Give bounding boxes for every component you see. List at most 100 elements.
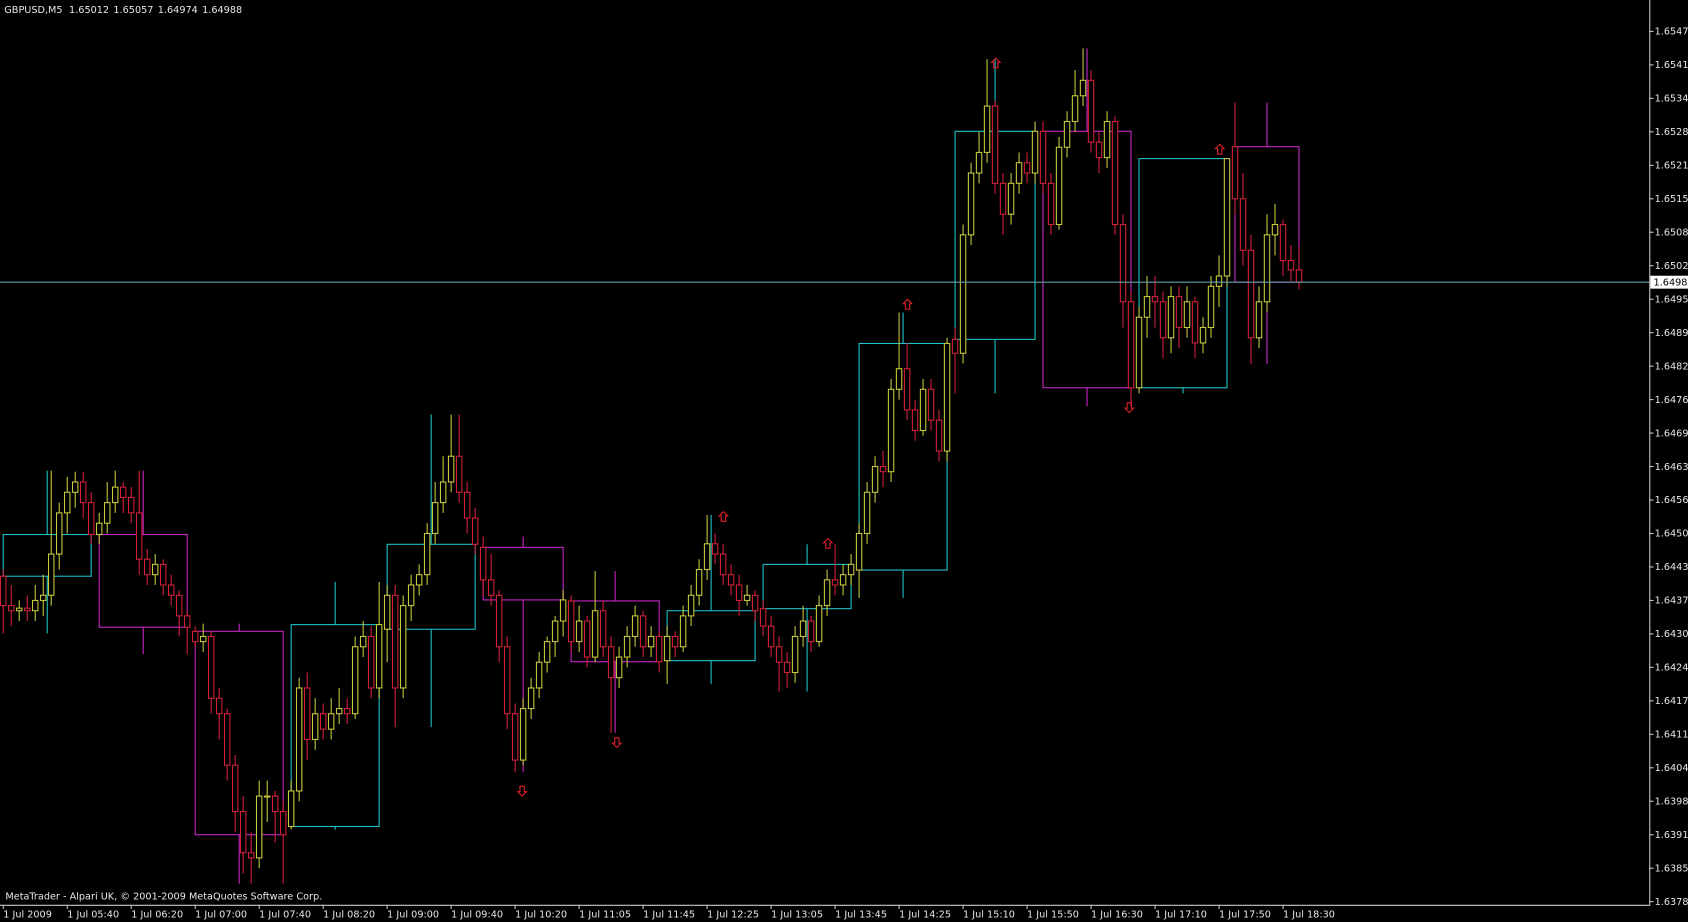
y-tick-label: 1.64955 — [1655, 294, 1688, 305]
candle-body — [255, 795, 263, 859]
candle-body — [951, 338, 959, 354]
y-tick-label: 1.63915 — [1655, 830, 1688, 841]
candle-body — [1015, 162, 1023, 184]
y-tick-label: 1.64890 — [1655, 328, 1688, 339]
candle-body — [359, 635, 367, 648]
y-tick-label: 1.63980 — [1655, 796, 1688, 807]
candle-body — [335, 708, 343, 715]
bid-label: 1.64988 — [1654, 277, 1688, 288]
candle-body — [855, 532, 863, 571]
candle-body — [1175, 296, 1183, 329]
y-tick-label: 1.63785 — [1655, 897, 1688, 908]
y-tick-label: 1.63850 — [1655, 863, 1688, 874]
y-tick-label: 1.65215 — [1655, 161, 1688, 172]
candle-body — [543, 641, 551, 663]
y-tick-label: 1.64760 — [1655, 395, 1688, 406]
candle-body — [1127, 301, 1135, 389]
candle-body — [1007, 182, 1015, 215]
candle-body — [439, 481, 447, 504]
fractal-down — [516, 785, 528, 797]
candle-body — [671, 635, 679, 648]
y-tick-label: 1.64695 — [1655, 428, 1688, 439]
y-tick-label: 1.65085 — [1655, 227, 1688, 238]
candle-body — [839, 574, 847, 586]
candle-body — [463, 491, 471, 519]
fractal-up — [717, 510, 730, 522]
candle-body — [1287, 260, 1295, 271]
copyright: MetaTrader - Alpari UK, © 2001-2009 Meta… — [5, 891, 322, 902]
candle-body — [167, 584, 175, 596]
x-tick-label: 1 Jul 09:00 — [387, 910, 439, 921]
candle-body — [815, 605, 823, 643]
candle-body — [63, 491, 71, 514]
candle-body — [1279, 223, 1287, 262]
candle-body — [319, 713, 327, 730]
x-tick-label: 1 Jul 09:40 — [451, 910, 503, 921]
candle-body — [943, 342, 951, 452]
candle-body — [1143, 296, 1151, 318]
candle-body — [719, 553, 727, 576]
candle-body — [231, 764, 239, 813]
candle-body — [583, 620, 591, 658]
candle-body — [791, 635, 799, 674]
candle-body — [191, 630, 199, 643]
candle-body — [303, 687, 311, 741]
candle-body — [1119, 223, 1127, 303]
candle-body — [1183, 301, 1191, 329]
candle-body — [311, 713, 319, 741]
candle-body — [71, 481, 79, 493]
x-tick-label: 1 Jul 07:40 — [259, 910, 311, 921]
fractal-down — [611, 737, 623, 749]
candle-body — [527, 687, 535, 710]
candle-body — [1191, 301, 1199, 344]
candle-body — [831, 579, 839, 586]
candle-body — [55, 512, 63, 555]
x-tick-label: 1 Jul 05:40 — [67, 910, 119, 921]
candle-body — [1055, 146, 1063, 226]
candle-body — [1255, 301, 1263, 339]
candle-body — [119, 486, 127, 498]
y-tick-label: 1.64565 — [1655, 495, 1688, 506]
candle-body — [487, 579, 495, 596]
candle-body — [1271, 223, 1279, 236]
candle-body — [455, 455, 463, 493]
candle-body — [679, 615, 687, 648]
candle-body — [535, 661, 543, 689]
candle-body — [1071, 95, 1079, 123]
candle-body — [695, 568, 703, 596]
candle-body — [967, 172, 975, 236]
y-tick-label: 1.65410 — [1655, 60, 1688, 71]
candle-body — [1031, 130, 1039, 174]
candle-body — [1151, 296, 1159, 303]
candle-body — [207, 635, 215, 699]
candle-body — [159, 563, 167, 586]
candle-body — [1095, 141, 1103, 159]
candle-body — [1111, 120, 1119, 226]
candle-layer — [0, 48, 1303, 884]
candle-body — [111, 486, 119, 504]
candle-body — [127, 496, 135, 514]
candle-body — [151, 563, 159, 576]
x-tick-label: 1 Jul 13:05 — [771, 910, 823, 921]
candle-body — [295, 687, 303, 792]
candle-body — [287, 790, 295, 828]
candle-body — [0, 575, 7, 607]
candle-body — [95, 522, 103, 536]
y-tick-label: 1.64630 — [1655, 462, 1688, 473]
x-tick-label: 1 Jul 17:10 — [1155, 910, 1207, 921]
y-tick-label: 1.65345 — [1655, 94, 1688, 105]
candle-body — [399, 605, 407, 689]
candle-body — [959, 234, 967, 354]
x-tick-label: 1 Jul 11:05 — [579, 910, 631, 921]
x-tick-label: 1 Jul 15:50 — [1027, 910, 1079, 921]
candle-body — [327, 713, 335, 730]
candle-body — [1039, 130, 1047, 184]
y-tick-label: 1.64110 — [1655, 730, 1688, 741]
y-tick-label: 1.64045 — [1655, 763, 1688, 774]
candle-body — [271, 795, 279, 813]
candle-body — [567, 600, 575, 643]
candle-body — [1207, 285, 1215, 329]
candle-body — [415, 574, 423, 586]
candle-body — [15, 607, 23, 612]
